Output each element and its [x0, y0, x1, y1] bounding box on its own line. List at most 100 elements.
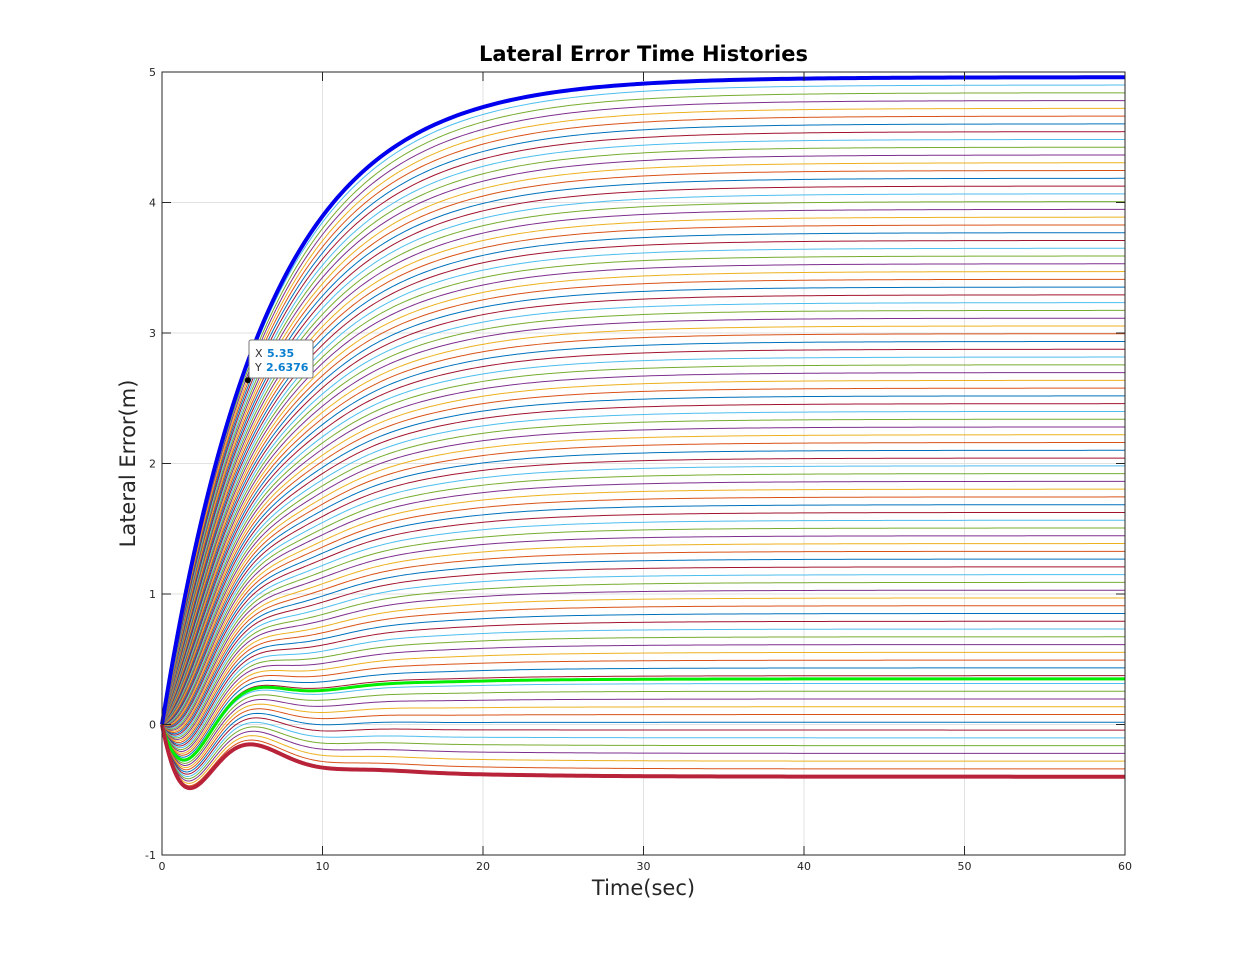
y-tick-label: 1	[149, 588, 156, 601]
series-line	[161, 208, 1126, 725]
series-line	[161, 698, 1125, 766]
series-line	[161, 589, 1125, 740]
series-line	[161, 162, 1125, 725]
y-tick-label: 3	[149, 327, 156, 340]
y-tick-label: 5	[149, 66, 156, 79]
series-line	[161, 721, 1125, 777]
datatip-x-value: 5.35	[267, 347, 294, 360]
series-line	[161, 403, 1125, 725]
datatip-box	[248, 339, 314, 379]
series-line	[161, 216, 1125, 725]
series-lines	[160, 75, 1126, 791]
series-line	[161, 107, 1125, 725]
series-line	[161, 255, 1126, 725]
series-line	[161, 418, 1125, 725]
series-line	[161, 488, 1125, 726]
series-line	[161, 224, 1125, 725]
series-line	[161, 410, 1125, 725]
series-line	[162, 465, 1125, 725]
series-line	[161, 480, 1125, 726]
series-line	[161, 201, 1126, 725]
series-line	[161, 232, 1125, 725]
series-line	[161, 724, 1125, 787]
series-line	[161, 348, 1125, 725]
x-tick-label: 40	[797, 860, 811, 873]
series-line	[161, 558, 1125, 735]
series-line	[161, 651, 1125, 754]
series-line	[161, 356, 1125, 725]
series-line	[161, 620, 1125, 747]
series-line	[161, 325, 1126, 725]
series-line	[161, 434, 1125, 725]
series-line	[161, 550, 1125, 733]
datatip[interactable]: X 5.35 Y 2.6376	[244, 339, 314, 384]
series-line	[161, 146, 1126, 725]
series-line	[161, 271, 1126, 725]
x-tick-label: 60	[1118, 860, 1132, 873]
x-tick-label: 30	[637, 860, 651, 873]
series-line	[161, 379, 1125, 725]
series-line	[161, 581, 1125, 739]
y-tick-label: 4	[149, 197, 156, 210]
series-line	[161, 115, 1125, 725]
series-line	[161, 302, 1125, 725]
series-line	[161, 724, 1125, 784]
series-line	[161, 333, 1126, 725]
series-line	[161, 131, 1126, 725]
datatip-x-label: X	[255, 347, 263, 360]
series-line	[161, 123, 1125, 725]
series-line	[161, 286, 1125, 725]
series-line	[161, 395, 1126, 725]
series-line	[161, 690, 1125, 764]
series-line	[161, 724, 1125, 780]
x-tick-label: 0	[159, 860, 166, 873]
series-line	[161, 667, 1125, 758]
series-line	[161, 566, 1125, 736]
series-line	[161, 527, 1125, 730]
series-line	[161, 185, 1125, 725]
x-tick-label: 20	[476, 860, 490, 873]
series-line	[161, 177, 1125, 725]
highlighted-series-line	[160, 723, 1125, 791]
series-line	[161, 442, 1125, 725]
series-line	[161, 574, 1125, 737]
series-line	[161, 426, 1125, 725]
series-line	[161, 341, 1125, 725]
highlighted-series-line	[160, 677, 1125, 762]
series-line	[161, 504, 1125, 728]
series-line	[161, 605, 1125, 744]
series-line	[161, 496, 1125, 727]
x-tick-label: 50	[958, 860, 972, 873]
series-line	[161, 712, 1125, 773]
datatip-y-value: 2.6376	[266, 361, 309, 374]
series-line	[161, 100, 1125, 725]
series-line	[161, 263, 1126, 725]
chart-title: Lateral Error Time Histories	[479, 42, 808, 66]
series-line	[161, 138, 1126, 725]
highlighted-series-line	[160, 75, 1126, 726]
series-line	[161, 154, 1125, 725]
series-line	[161, 628, 1125, 749]
series-line	[161, 457, 1126, 725]
series-line	[161, 613, 1125, 745]
y-tick-label: 0	[149, 719, 156, 732]
series-line	[161, 193, 1126, 725]
datatip-marker[interactable]	[244, 377, 251, 384]
x-tick-label: 10	[316, 860, 330, 873]
series-line	[161, 708, 1126, 771]
series-line	[161, 717, 1125, 775]
datatip-y-label: Y	[254, 361, 262, 374]
x-axis-label: Time(sec)	[591, 876, 695, 900]
series-line	[161, 519, 1126, 729]
series-line	[161, 543, 1125, 732]
series-line	[161, 659, 1125, 756]
series-line	[161, 317, 1125, 725]
series-line	[161, 247, 1125, 725]
series-line	[161, 636, 1125, 751]
series-line	[161, 597, 1125, 742]
y-tick-label: 2	[149, 458, 156, 471]
series-line	[161, 644, 1125, 752]
y-tick-label: -1	[145, 849, 156, 862]
